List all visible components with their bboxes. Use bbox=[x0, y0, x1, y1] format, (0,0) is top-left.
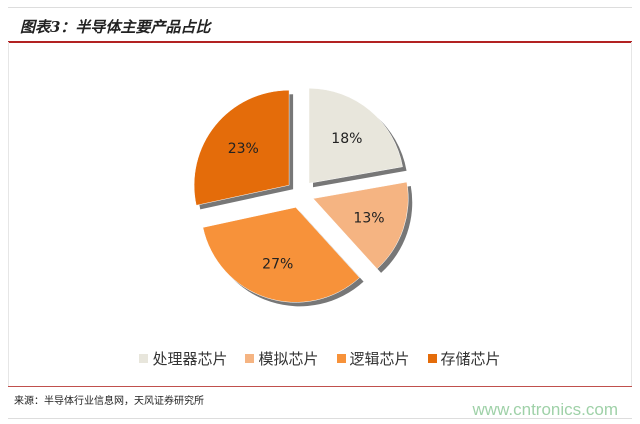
data-label: 13% bbox=[353, 211, 384, 227]
legend: 处理器芯片 模拟芯片 逻辑芯片 存储芯片 bbox=[0, 348, 640, 369]
legend-item: 存储芯片 bbox=[427, 348, 501, 369]
legend-label: 存储芯片 bbox=[440, 350, 501, 368]
legend-swatch bbox=[139, 354, 149, 363]
pie-slice bbox=[312, 181, 409, 270]
source-note: 来源：半导体行业信息网，天风证券研究所 bbox=[14, 396, 204, 407]
plot-area bbox=[8, 42, 632, 386]
legend-item: 处理器芯片 bbox=[139, 348, 227, 369]
watermark: www.cntronics.com bbox=[472, 400, 618, 419]
chart-title: 图表3：半导体主要产品占比 bbox=[20, 18, 211, 36]
data-label: 23% bbox=[228, 141, 259, 157]
data-label: 27% bbox=[262, 256, 293, 272]
header-bar: 图表3：半导体主要产品占比 bbox=[8, 7, 632, 43]
legend-label: 处理器芯片 bbox=[152, 350, 228, 368]
pie-slice bbox=[193, 89, 290, 206]
legend-swatch bbox=[427, 354, 437, 363]
data-label: 18% bbox=[331, 131, 362, 147]
legend-swatch bbox=[245, 354, 255, 363]
pie-chart: 18% 13% 27% 23% bbox=[193, 88, 413, 307]
bottom-border bbox=[8, 418, 632, 419]
divider bbox=[8, 386, 632, 387]
pie-slice bbox=[308, 88, 403, 184]
legend-label: 模拟芯片 bbox=[258, 350, 319, 368]
pie-slice bbox=[202, 207, 360, 303]
legend-label: 逻辑芯片 bbox=[349, 350, 410, 368]
legend-item: 逻辑芯片 bbox=[336, 348, 410, 369]
legend-swatch bbox=[336, 354, 346, 363]
legend-item: 模拟芯片 bbox=[245, 348, 319, 369]
